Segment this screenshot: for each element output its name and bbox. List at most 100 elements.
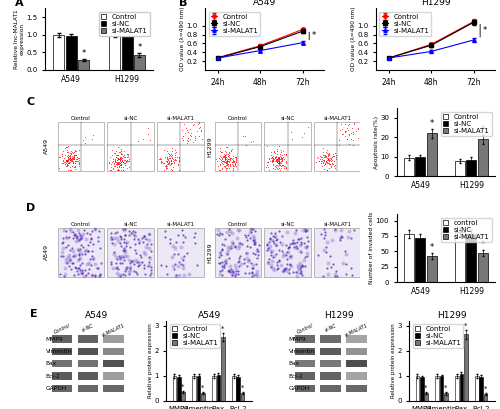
Point [234, 271, 242, 278]
Point [344, 136, 351, 143]
Point [302, 228, 310, 234]
Point [162, 157, 170, 164]
FancyBboxPatch shape [346, 348, 366, 355]
Point [138, 135, 146, 142]
Bar [177, 377, 180, 401]
Point [162, 165, 170, 172]
Point [218, 158, 226, 164]
Point [78, 270, 86, 276]
Point [64, 254, 72, 260]
Point [346, 131, 354, 137]
Point [268, 247, 276, 254]
Point [278, 154, 285, 161]
Legend: Control, si-NC, si-MALAT1: Control, si-NC, si-MALAT1 [208, 11, 260, 36]
Point [223, 157, 231, 164]
Point [218, 247, 226, 253]
Point [268, 158, 276, 164]
Point [219, 154, 227, 160]
Point [272, 157, 280, 163]
FancyBboxPatch shape [320, 348, 341, 355]
Point [60, 235, 68, 241]
Point [116, 159, 124, 165]
Point [229, 153, 237, 159]
Point [267, 263, 275, 270]
Point [320, 151, 328, 158]
Point [180, 130, 188, 136]
Point [326, 163, 334, 170]
FancyBboxPatch shape [214, 228, 261, 277]
Point [117, 156, 125, 162]
Point [112, 162, 120, 168]
Point [322, 158, 330, 164]
Point [174, 157, 182, 163]
Text: si-NC: si-NC [81, 323, 94, 333]
Point [271, 162, 279, 169]
Point [124, 257, 132, 263]
Point [113, 152, 121, 159]
Point [78, 269, 86, 276]
Y-axis label: Relative protein expression: Relative protein expression [391, 323, 396, 398]
Point [183, 127, 191, 133]
Point [118, 247, 126, 253]
Point [232, 154, 239, 160]
Point [122, 226, 130, 233]
Point [324, 156, 332, 162]
Point [186, 135, 194, 142]
Point [350, 227, 358, 234]
Point [275, 157, 283, 163]
Point [268, 158, 276, 164]
Point [90, 256, 98, 263]
Point [289, 240, 297, 246]
Point [278, 158, 286, 164]
Point [75, 147, 83, 153]
Point [142, 243, 150, 250]
Point [132, 259, 140, 266]
Point [114, 144, 122, 151]
Point [62, 163, 70, 169]
Point [114, 238, 122, 245]
Point [226, 263, 234, 269]
Point [264, 244, 272, 251]
Point [332, 153, 340, 160]
Point [224, 150, 232, 157]
Point [276, 160, 284, 166]
Text: Vimentin: Vimentin [289, 349, 315, 354]
Point [71, 157, 79, 164]
Point [115, 166, 123, 173]
Bar [53, 35, 64, 70]
Point [217, 252, 225, 258]
Point [322, 249, 330, 255]
Point [118, 156, 126, 163]
Point [76, 161, 84, 167]
Point [303, 227, 311, 234]
Point [114, 152, 122, 158]
Point [76, 159, 84, 165]
Point [78, 267, 86, 274]
Point [110, 156, 118, 162]
Point [64, 154, 72, 161]
Point [166, 155, 173, 162]
Point [156, 156, 164, 162]
Point [281, 265, 289, 272]
Point [250, 236, 258, 243]
Point [241, 270, 249, 276]
Point [106, 159, 114, 166]
Point [332, 165, 340, 171]
Point [116, 157, 124, 163]
Point [71, 147, 79, 154]
Point [277, 158, 285, 164]
Point [266, 235, 274, 242]
Point [350, 137, 358, 144]
Point [70, 151, 78, 158]
Point [121, 153, 129, 160]
Point [174, 155, 182, 161]
Point [278, 165, 285, 171]
FancyBboxPatch shape [346, 335, 366, 343]
Point [69, 229, 77, 235]
Point [328, 160, 336, 167]
FancyBboxPatch shape [52, 385, 72, 392]
Point [140, 232, 148, 239]
Point [72, 152, 80, 158]
Point [77, 242, 85, 248]
FancyBboxPatch shape [295, 360, 316, 367]
